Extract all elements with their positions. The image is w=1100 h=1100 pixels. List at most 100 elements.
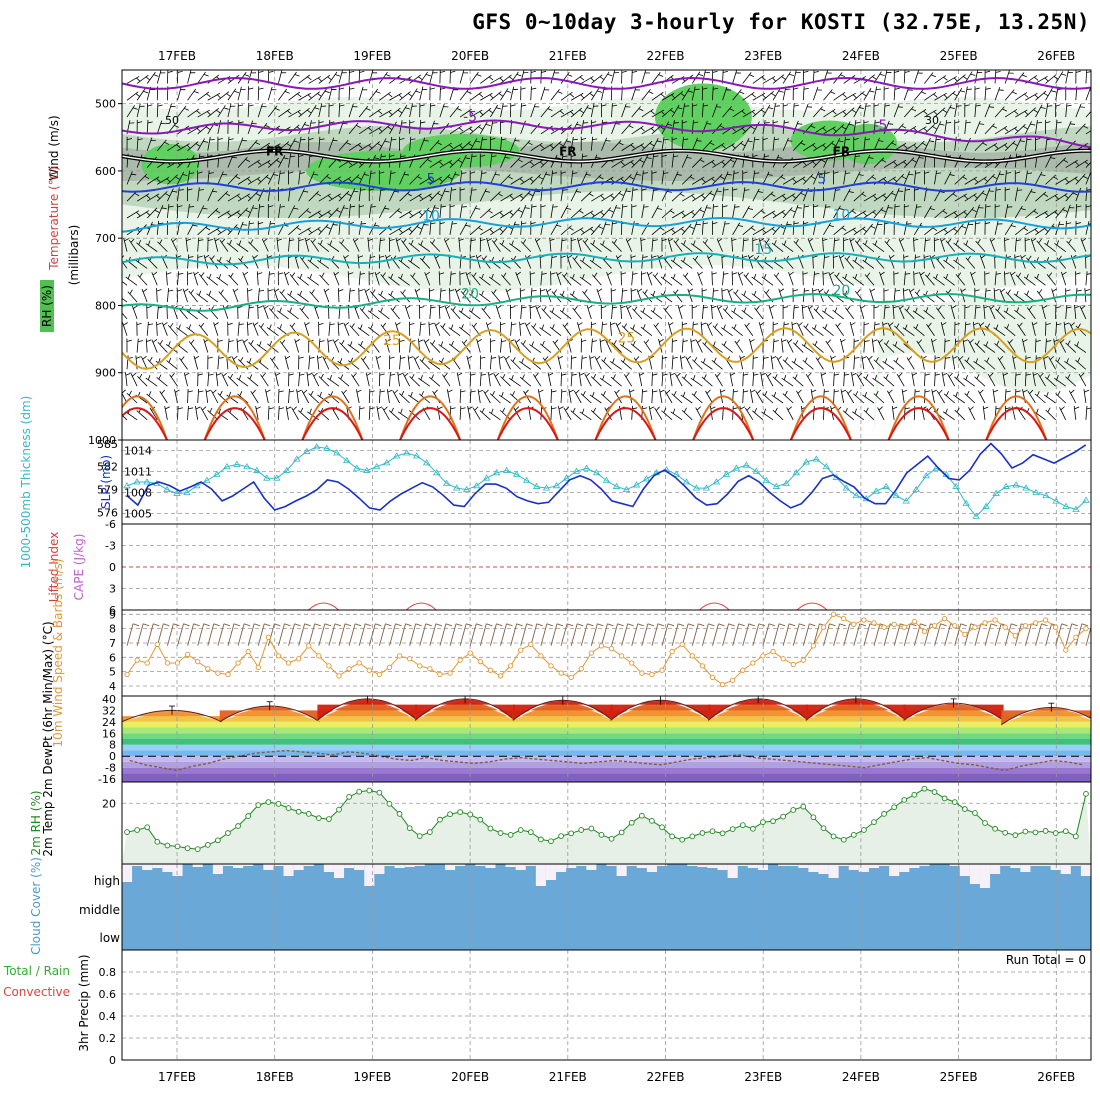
- thickness-point: [532, 482, 541, 489]
- cloud-high-gap: [455, 864, 466, 866]
- lifted-index-y-axis: -6 -3 0 3 6: [105, 518, 116, 617]
- cloud-high-gap: [979, 864, 991, 888]
- cape-values: [308, 602, 828, 610]
- wind-speed-point: [931, 623, 938, 629]
- precip-tick: 0.2: [99, 1032, 117, 1045]
- lifted-index-tick: -6: [105, 518, 116, 531]
- rh2m-point: [517, 827, 524, 833]
- thickness-point: [572, 467, 581, 474]
- date-label-top: 17FEB: [158, 49, 196, 63]
- thickness-point: [452, 484, 461, 491]
- cloud-high-gap: [1020, 864, 1031, 872]
- wind-speed-point: [215, 670, 221, 676]
- cloud-high-gap: [192, 864, 203, 867]
- rh2m-point: [649, 818, 655, 824]
- slp-thickness-panel: 576 579 582 585 1005 1008 1011 1014 1000-500mb …: [19, 396, 1092, 568]
- rh2m-point: [750, 825, 756, 832]
- rh2m-point: [548, 838, 554, 845]
- date-label-top: 21FEB: [549, 49, 587, 63]
- slp-line: [126, 442, 1087, 511]
- wind-speed-point: [830, 611, 837, 617]
- wind-speed-tick: 8: [109, 623, 116, 636]
- cloud-high-gap: [505, 864, 516, 867]
- wind-speed-point: [164, 660, 171, 666]
- wind-speed-point: [901, 624, 907, 630]
- rh2m-point: [992, 825, 998, 832]
- temp-tick: -8: [105, 762, 116, 775]
- cloud-high-gap: [798, 864, 809, 868]
- rh2m-point: [800, 803, 807, 810]
- thickness-point: [692, 484, 701, 491]
- wind-speed-point: [740, 667, 746, 673]
- wind-speed-point: [245, 648, 251, 655]
- thickness-point: [992, 489, 1000, 496]
- rh2m-point: [416, 833, 423, 839]
- wind-speed-point: [427, 666, 433, 672]
- wind-speed-point: [205, 666, 211, 672]
- rh2m-point: [871, 819, 877, 825]
- wind-speed-point: [548, 663, 554, 669]
- thickness-point: [882, 482, 890, 489]
- cloud-high-gap: [445, 864, 456, 870]
- rh2m-point: [840, 836, 847, 843]
- wind-speed-tick: 7: [109, 637, 116, 650]
- thickness-point: [732, 464, 741, 471]
- wind-speed-point: [1073, 634, 1079, 640]
- rh2m-point: [315, 815, 322, 821]
- rh2m-point: [507, 831, 514, 838]
- wind-speed-point: [911, 618, 918, 625]
- thickness-point: [672, 470, 681, 477]
- rh2m-point: [760, 819, 766, 825]
- thickness-point: [373, 462, 381, 470]
- thickness-tick: 579: [97, 484, 118, 497]
- run-total-label: Run Total = 0: [1006, 953, 1086, 967]
- cloud-high-gap: [909, 864, 920, 868]
- wind-speed-point: [1022, 623, 1029, 629]
- cloud-high-gap: [404, 864, 415, 867]
- rh2m-point: [729, 826, 736, 832]
- wind-speed-point: [841, 615, 847, 622]
- wind-speed-point: [1012, 633, 1018, 639]
- thickness-point: [972, 512, 980, 519]
- rh2m-point: [689, 833, 696, 840]
- wind-speed-point: [760, 653, 766, 659]
- wind10m-speed-line: [126, 613, 1087, 686]
- wind-speed-point: [629, 660, 635, 666]
- wind-speed-point: [669, 648, 675, 655]
- wind-speed-point: [1032, 620, 1039, 626]
- cloud-high-gap: [566, 864, 577, 868]
- wind-speed-point: [195, 658, 201, 665]
- thickness-point: [962, 499, 970, 506]
- cloud-high-gap: [354, 864, 365, 870]
- date-axis-top: 17FEB 18FEB 19FEB 20FEB 21FEB 22FEB 23FEB 24FEB…: [158, 49, 1075, 63]
- pressure-tick: 800: [95, 299, 116, 312]
- slp-tick: 1008: [124, 487, 152, 500]
- cloud-high-gap: [788, 864, 799, 866]
- rh2m-point: [598, 831, 605, 838]
- wind-speed-point: [982, 620, 988, 626]
- cloud-high-gap: [122, 864, 133, 882]
- thickness-point: [123, 482, 131, 489]
- thickness-point: [303, 447, 311, 454]
- cloud-high-gap: [525, 864, 536, 866]
- freezing-level-label: FR: [833, 144, 850, 158]
- thickness-point: [1042, 491, 1050, 499]
- date-label-top: 22FEB: [647, 49, 685, 63]
- temp2m-axis-title: 2m Temp 2m DewPt (6hr Min/Max) (°C): [41, 621, 55, 856]
- thickness-point: [442, 479, 451, 486]
- rh2m-point: [366, 787, 373, 794]
- wind-speed-point: [316, 653, 322, 659]
- thickness-point: [1082, 496, 1090, 503]
- wind-speed-point: [124, 671, 130, 678]
- date-label-bottom: 21FEB: [549, 1070, 587, 1084]
- rh2m-point: [770, 818, 776, 825]
- rh2m-point: [305, 811, 312, 817]
- thickness-point: [233, 460, 241, 467]
- rh2m-point: [1073, 833, 1079, 840]
- isotherm-label: 15: [754, 242, 772, 258]
- wind-speed-point: [921, 628, 928, 635]
- cloud-cover-fill: [122, 864, 1091, 950]
- wind10m-barbs: [126, 623, 1091, 646]
- temp-tick: -16: [98, 773, 116, 786]
